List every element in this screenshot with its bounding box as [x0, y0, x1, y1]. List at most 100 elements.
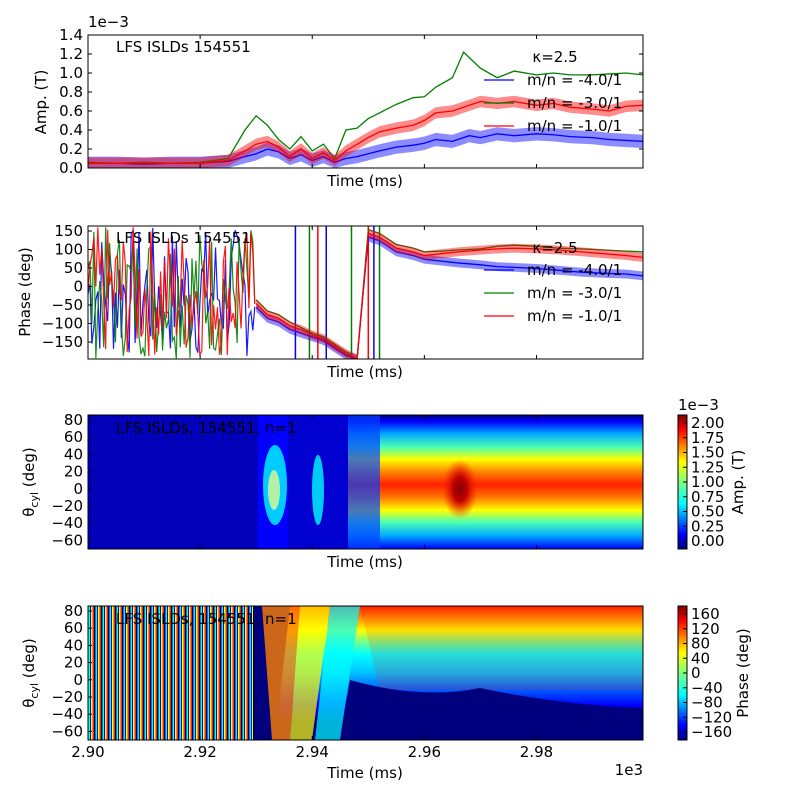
phase-legend-label: m/n = -1.0/1 [527, 307, 622, 325]
amplitude-legend-label: m/n = -3.0/1 [527, 94, 622, 112]
phase-heatmap-frame [87, 605, 644, 741]
phase-colorbar-tick-label: 120 [691, 620, 720, 638]
phase-heatmap-x-label: Time (ms) [326, 764, 403, 782]
amp-heatmap-x-label: Time (ms) [326, 553, 403, 571]
phase-colorbar-tick-label: −120 [691, 708, 732, 726]
phase-heatmap-xtick-label: 2.98 [520, 743, 553, 761]
phase-legend-label: m/n = -3.0/1 [527, 284, 622, 302]
phase-plot-area [88, 226, 643, 359]
phase-colorbar-tick-label: −80 [691, 694, 723, 712]
amp-heatmap-ytick-label: −20 [51, 497, 83, 515]
phase-heatmap-late-tint [360, 606, 643, 690]
amp-heatmap-y-label-sub: cyl [28, 492, 41, 508]
phase-ytick-label: −150 [42, 333, 83, 351]
amplitude-ytick-label: 0.0 [59, 159, 83, 177]
phase-colorbar-tick-label: −40 [691, 679, 723, 697]
amp-heatmap-ytick-label: −40 [51, 514, 83, 532]
phase-heatmap-early-stripes [88, 606, 253, 740]
amplitude-panel-title: LFS ISLDs 154551 [116, 38, 251, 56]
phase-series-1-band [256, 232, 643, 359]
amp-heatmap-y-label-unit: (deg) [20, 447, 38, 492]
amplitude-legend-label: m/n = -1.0/1 [527, 117, 622, 135]
phase-x-label: Time (ms) [326, 363, 403, 381]
amplitude-y-multiplier: 1e−3 [88, 13, 129, 31]
phase-ytick-label: −100 [42, 315, 83, 333]
amp-heatmap-ytick-label: 20 [64, 463, 83, 481]
phase-heatmap-xtick-label: 2.92 [183, 743, 216, 761]
amp-heatmap-image [88, 415, 643, 549]
phase-heatmap-diag-3 [290, 606, 330, 740]
amplitude-ytick-label: 1.4 [59, 26, 83, 44]
amplitude-plot-area [88, 50, 643, 168]
phase-heatmap-ytick-label: 20 [64, 654, 83, 672]
amp-colorbar-label: Amp. (T) [729, 450, 747, 515]
phase-heatmap-xtick-label: 2.90 [71, 743, 104, 761]
phase-heatmap-ytick-label: −20 [51, 688, 83, 706]
amplitude-legend: κ=2.5 m/n = -4.0/1 m/n = -3.0/1 m/n = -1.0/… [484, 48, 622, 135]
phase-series-2-line [255, 228, 643, 359]
amp-heatmap-ytick-label: 40 [64, 445, 83, 463]
phase-ytick-label: −50 [51, 296, 83, 314]
phase-series-1-line [255, 236, 643, 359]
amp-heatmap-ytick-label: −60 [51, 531, 83, 549]
amp-heatmap-ytick-label: 60 [64, 428, 83, 446]
amplitude-ytick-label: 1.2 [59, 45, 83, 63]
phase-heatmap-ytick-label: −40 [51, 705, 83, 723]
phase-heatmap-x-multiplier: 1e3 [615, 761, 643, 779]
phase-x-ticks [87, 226, 537, 359]
amp-colorbar-tick-label: 1.50 [691, 444, 724, 462]
amplitude-series-layer [88, 50, 643, 168]
amp-heatmap-frame [87, 414, 644, 550]
amplitude-legend-label: m/n = -4.0/1 [527, 71, 622, 89]
phase-series-3-line [255, 232, 643, 359]
phase-heatmap-xtick-label: 2.96 [408, 743, 441, 761]
amplitude-ytick-label: 1.0 [59, 64, 83, 82]
phase-heatmap-ytick-label: −60 [51, 722, 83, 740]
phase-heatmap-y-label: θcyl (deg) [20, 638, 41, 708]
phase-ytick-label: 100 [54, 241, 83, 259]
amp-heatmap-blob-2 [312, 455, 324, 525]
amp-heatmap-title: LFS ISLDs, 154551, n=1 [116, 419, 297, 437]
amplitude-ytick-label: 0.4 [59, 121, 83, 139]
phase-heatmap-image [88, 606, 643, 740]
amplitude-y-label: Amp. (T) [32, 70, 50, 135]
amplitude-panel: 1e−3 0.00.20.40.60.81.01.21.4 LFS ISLDs … [32, 13, 644, 190]
phase-colorbar-label: Phase (deg) [734, 628, 752, 718]
phase-heatmap-x-ticks: 2.90 2.92 2.94 2.96 2.98 [71, 736, 553, 761]
phase-noise-layer [88, 226, 381, 359]
phase-colorbar [678, 606, 687, 740]
phase-heatmap-title: LFS ISLDs, 154551, n=1 [116, 610, 297, 628]
amplitude-series-3-line [88, 100, 643, 164]
amplitude-axes-frame [87, 34, 644, 169]
amp-heatmap-x-ticks [87, 415, 537, 549]
amplitude-series-3-band [88, 95, 643, 168]
phase-legend-title: κ=2.5 [532, 239, 577, 257]
phase-series-layer [255, 228, 643, 359]
amp-colorbar-tick-label: 0.25 [691, 517, 724, 535]
phase-heatmap-diag-4 [315, 606, 360, 740]
phase-heatmap-diag-2 [262, 606, 300, 740]
phase-heatmap-ytick-label: 80 [64, 602, 83, 620]
amp-heatmap-peak [442, 459, 478, 519]
amplitude-ytick-label: 0.2 [59, 140, 83, 158]
phase-heatmap-y-label-theta: θ [20, 699, 38, 708]
amp-colorbar-tick-label: 2.00 [691, 414, 724, 432]
phase-legend: κ=2.5 m/n = -4.0/1 m/n = -3.0/1 m/n = -1.0/… [484, 239, 622, 325]
phase-y-label: Phase (deg) [16, 247, 34, 337]
phase-heatmap-ytick-label: 60 [64, 619, 83, 637]
amplitude-x-label: Time (ms) [326, 172, 403, 190]
phase-panel-title: LFS ISLDs 154551 [116, 229, 251, 247]
amplitude-x-ticks [87, 35, 537, 168]
amplitude-series-2-line [88, 50, 643, 164]
amp-colorbar [678, 415, 687, 549]
phase-heatmap-y-label-unit: (deg) [20, 638, 38, 683]
amp-colorbar-tick-label: 0.00 [691, 532, 724, 550]
phase-heatmap-bottom-dark [340, 680, 643, 740]
